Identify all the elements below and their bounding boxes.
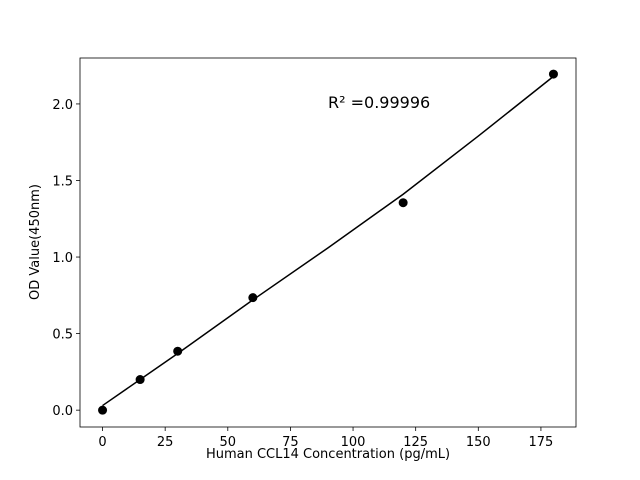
x-tick-label: 50: [220, 435, 237, 450]
x-tick-label: 125: [403, 435, 428, 450]
data-point: [398, 198, 408, 208]
y-axis-label: OD Value(450nm): [28, 184, 43, 300]
y-tick-label: 0.0: [52, 404, 73, 419]
y-tick-label: 1.5: [52, 174, 73, 189]
y-tick-label: 0.5: [52, 328, 73, 343]
x-axis-label: Human CCL14 Concentration (pg/mL): [206, 447, 450, 462]
data-point: [548, 69, 558, 79]
x-tick-label: 175: [529, 435, 554, 450]
x-tick-label: 150: [466, 435, 491, 450]
data-point: [173, 346, 183, 356]
y-tick-label: 1.0: [52, 251, 73, 266]
y-tick-label: 2.0: [52, 98, 73, 113]
annotation: R² =0.99996: [328, 93, 430, 112]
data-point: [98, 405, 108, 415]
data-point: [248, 293, 258, 303]
x-tick-label: 100: [341, 435, 366, 450]
x-tick-label: 0: [98, 435, 106, 450]
data-point: [135, 375, 145, 385]
x-tick-label: 25: [157, 435, 174, 450]
plot-frame: [79, 57, 577, 428]
x-tick-label: 75: [282, 435, 299, 450]
